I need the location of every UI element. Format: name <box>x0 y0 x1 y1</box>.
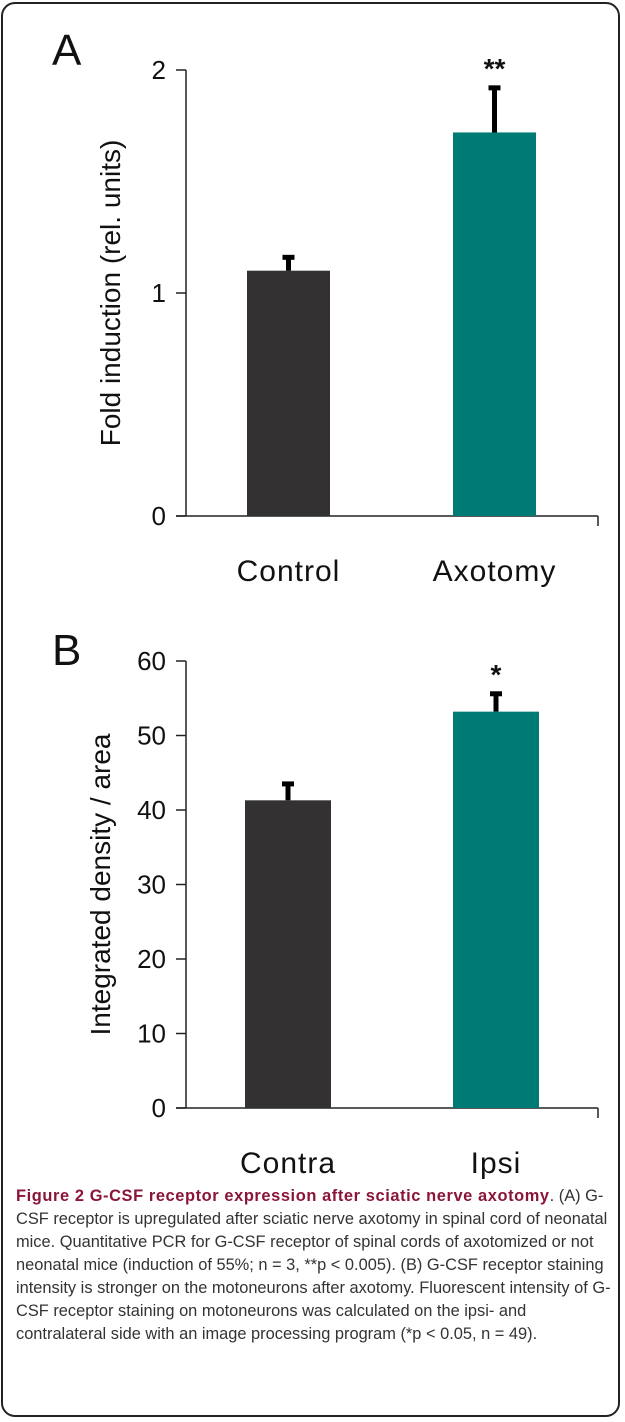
caption-text: . (A) G-CSF receptor is upregulated afte… <box>16 1187 611 1343</box>
caption-title: Figure 2 G-CSF receptor expression after… <box>16 1187 550 1205</box>
y-tick-label: 50 <box>137 721 166 751</box>
y-tick-label: 20 <box>137 944 166 974</box>
figure-caption: Figure 2 G-CSF receptor expression after… <box>16 1185 611 1346</box>
category-label: Ipsi <box>471 1147 522 1180</box>
panel-letter: B <box>52 626 81 675</box>
y-axis-label: Fold induction (rel. units) <box>95 140 126 447</box>
significance-marker: ** <box>484 53 506 84</box>
y-tick-label: 2 <box>152 55 166 85</box>
y-axis-label: Integrated density / area <box>85 733 116 1035</box>
bar-axotomy <box>453 132 536 516</box>
y-tick-label: 30 <box>137 870 166 900</box>
significance-marker: * <box>491 659 502 690</box>
chart-panel-a: A 0 1 2 Fold induction (rel. units) Control Ax… <box>52 26 599 588</box>
y-tick-label: 0 <box>152 501 166 531</box>
chart-panel-b: B 0 10 20 30 40 50 60 Integrated density / area C… <box>52 626 599 1180</box>
category-label: Control <box>237 555 341 588</box>
category-label: Contra <box>240 1147 336 1180</box>
panel-letter: A <box>52 26 82 75</box>
y-tick-label: 1 <box>152 278 166 308</box>
bar-contra <box>245 800 331 1108</box>
category-label: Axotomy <box>433 555 557 588</box>
bar-control <box>247 270 330 516</box>
y-tick-label: 10 <box>137 1019 166 1049</box>
bar-ipsi <box>453 711 539 1108</box>
y-tick-label: 60 <box>137 646 166 676</box>
y-tick-label: 0 <box>152 1093 166 1123</box>
y-tick-label: 40 <box>137 795 166 825</box>
